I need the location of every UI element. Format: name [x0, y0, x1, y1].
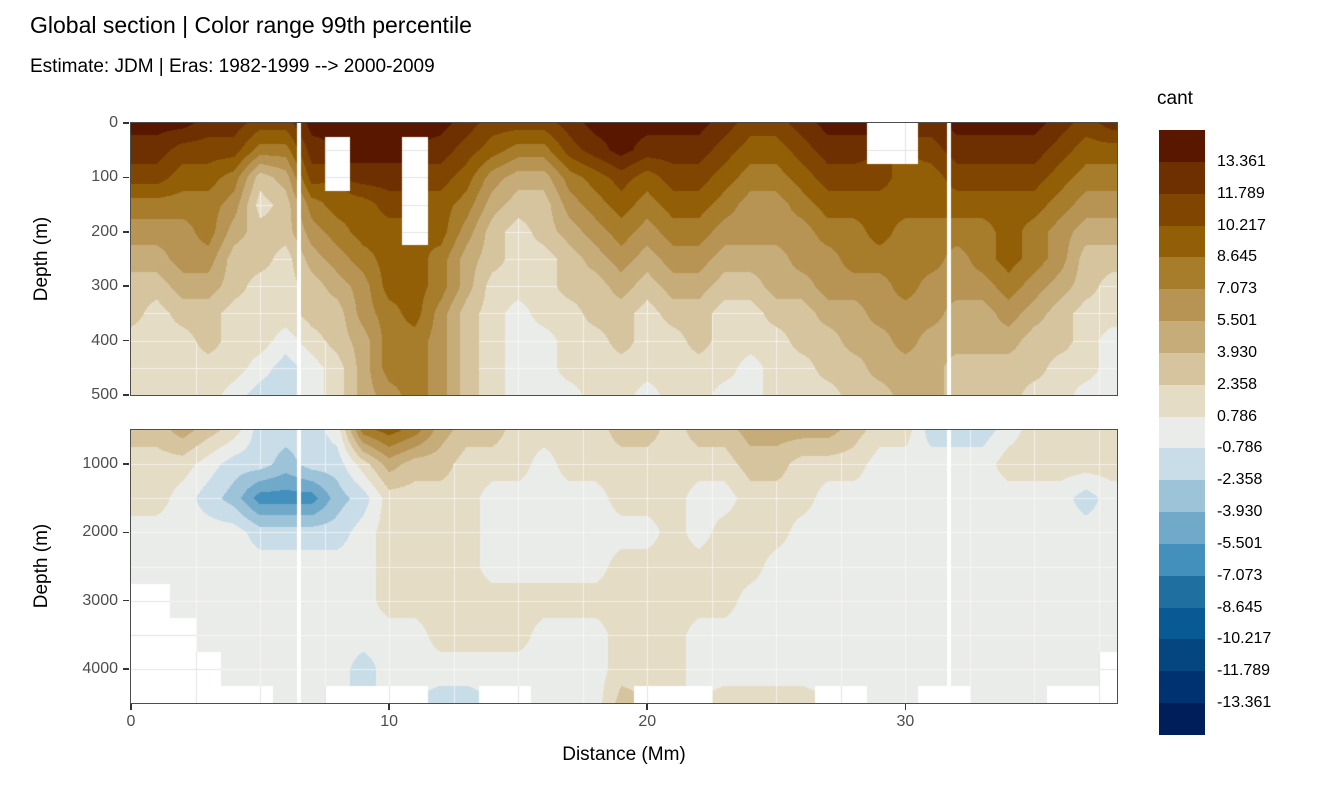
y-tick-mark: [123, 599, 129, 602]
legend-label: 2.358: [1217, 375, 1258, 393]
y-tick-mark: [123, 394, 129, 396]
legend-label: -7.073: [1217, 566, 1263, 584]
legend-color-block: [1159, 671, 1205, 704]
legend-color-block: [1159, 448, 1205, 481]
y-tick-label: 200: [91, 222, 118, 240]
y-tick-label: 100: [91, 168, 118, 186]
lower-panel-contour: [131, 430, 1117, 703]
legend-color-block: [1159, 607, 1205, 640]
y-tick-mark: [123, 122, 129, 124]
legend-label: -5.501: [1217, 534, 1263, 552]
legend-color-block: [1159, 639, 1205, 672]
legend-color-block: [1159, 352, 1205, 386]
legend-title: cant: [1157, 88, 1193, 109]
legend-color-block: [1159, 257, 1205, 290]
y-tick-mark: [123, 668, 129, 670]
x-tick-label: 0: [126, 713, 136, 730]
legend-color-block: [1159, 512, 1205, 545]
legend-color-block: [1159, 289, 1205, 322]
y-tick-label: 1000: [82, 455, 118, 473]
legend-label: -3.930: [1217, 503, 1263, 521]
legend-color-block: [1159, 321, 1205, 354]
legend-label: -0.786: [1217, 439, 1263, 457]
legend-label: 8.645: [1217, 248, 1258, 266]
upper-panel-contour: [131, 123, 1117, 395]
y-tick-label: 500: [91, 386, 118, 403]
legend-color-block: [1159, 480, 1205, 513]
legend-label: 0.786: [1217, 407, 1258, 425]
legend-color-block: [1159, 161, 1205, 195]
y-tick-label: 400: [91, 331, 118, 349]
plot-title: Global section | Color range 99th percen…: [30, 12, 472, 38]
y-tick-mark: [123, 463, 129, 465]
y-tick-label: 3000: [82, 591, 118, 609]
plot-subtitle: Estimate: JDM | Eras: 1982-1999 --> 2000…: [30, 56, 435, 77]
legend-label: -13.361: [1217, 694, 1272, 712]
legend-label: 3.930: [1217, 343, 1258, 361]
x-tick-mark: [904, 703, 907, 710]
legend-color-block: [1159, 225, 1205, 258]
x-tick-label: 20: [638, 713, 657, 730]
legend-color-block: [1159, 575, 1205, 609]
y-tick-mark: [123, 285, 129, 287]
legend-label: -8.645: [1217, 598, 1263, 616]
y-tick-label: 300: [91, 277, 118, 295]
y-tick-mark: [123, 231, 129, 233]
legend-label: 10.217: [1217, 216, 1266, 234]
legend-color-block: [1159, 384, 1205, 418]
legend-color-block: [1159, 543, 1205, 577]
legend-label: 11.789: [1217, 184, 1265, 202]
legend-color-block: [1159, 703, 1205, 736]
y-tick-label: 4000: [82, 659, 118, 677]
x-tick-mark: [646, 703, 648, 710]
x-tick-label: 30: [896, 713, 915, 730]
x-tick-mark: [130, 703, 132, 710]
y-tick-mark: [123, 339, 129, 342]
legend-label: 13.361: [1217, 152, 1266, 170]
y-tick-label: 2000: [82, 523, 118, 541]
x-tick-mark: [388, 703, 390, 710]
legend-color-block: [1159, 193, 1205, 226]
legend-label: 5.501: [1217, 312, 1258, 330]
legend-color-block: [1159, 130, 1205, 163]
x-axis-title: Distance (Mm): [562, 744, 686, 765]
legend-color-block: [1159, 416, 1205, 449]
y-tick-mark: [123, 176, 129, 179]
legend-label: -10.217: [1217, 630, 1272, 648]
y-tick-mark: [123, 531, 129, 534]
x-tick-label: 10: [380, 713, 398, 730]
legend-label: -2.358: [1217, 471, 1263, 489]
legend-label: 7.073: [1217, 280, 1258, 298]
y-tick-label: 0: [109, 114, 118, 131]
legend-label: -11.789: [1217, 662, 1271, 680]
